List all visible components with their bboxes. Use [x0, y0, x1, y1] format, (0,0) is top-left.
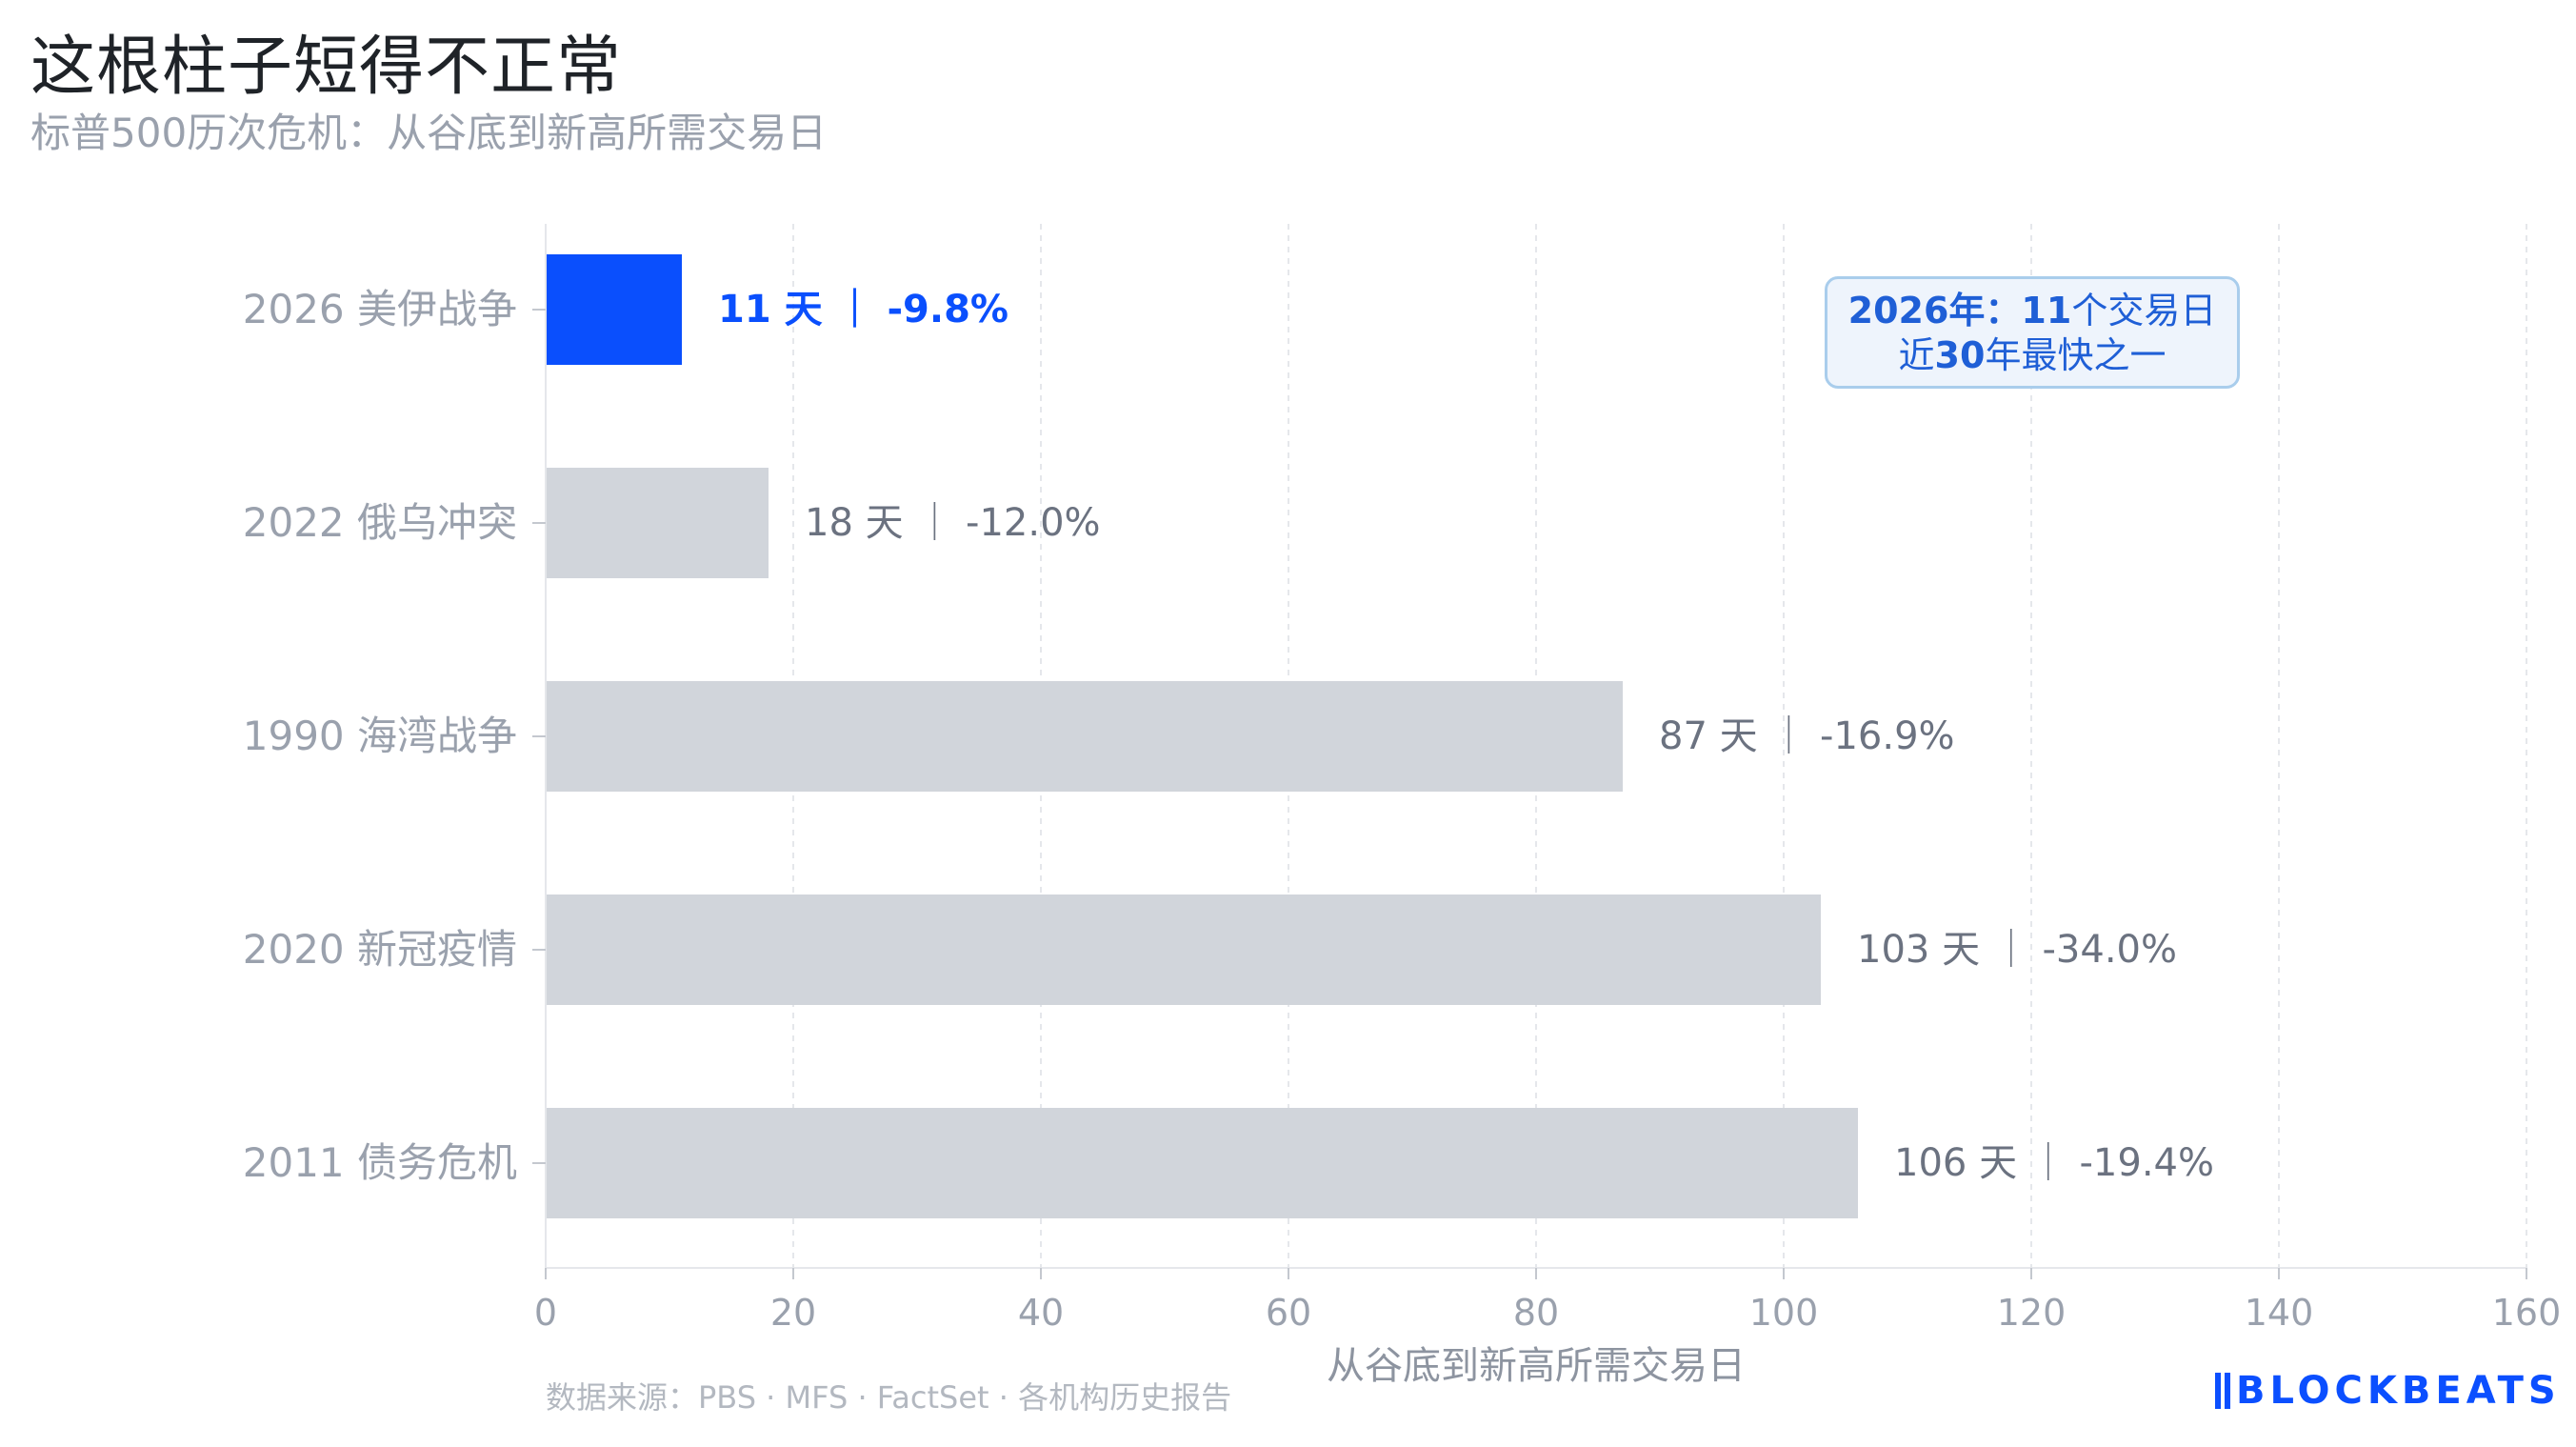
category-label: 1990 海湾战争: [243, 713, 517, 759]
chart-title: 这根柱子短得不正常: [30, 30, 623, 105]
x-tick-label: 160: [2492, 1292, 2562, 1334]
data-label: 103 天 ｜ -34.0%: [1857, 928, 2177, 972]
x-tick-label: 0: [534, 1292, 557, 1334]
callout-line-1: 2026年：11个交易日: [1847, 290, 2217, 332]
highlight-callout: 2026年：11个交易日 近30年最快之一: [1825, 276, 2240, 389]
x-tick-label: 60: [1266, 1292, 1311, 1334]
x-tick-label: 140: [2245, 1292, 2314, 1334]
x-axis-title: 从谷底到新高所需交易日: [1327, 1344, 1746, 1388]
bar: [546, 681, 1623, 792]
brand-bars-icon: [2215, 1373, 2230, 1409]
bar: [546, 894, 1821, 1005]
x-tick-label: 40: [1018, 1292, 1064, 1334]
category-label: 2026 美伊战争: [243, 286, 517, 332]
x-tick-label: 20: [770, 1292, 816, 1334]
chart-subtitle: 标普500历次危机：从谷底到新高所需交易日: [30, 110, 828, 156]
bar: [546, 254, 682, 365]
bar: [546, 1108, 1858, 1218]
data-label: 87 天 ｜ -16.9%: [1659, 714, 1955, 758]
x-tick-label: 100: [1749, 1292, 1819, 1334]
x-tick-label: 120: [1997, 1292, 2067, 1334]
bar: [546, 468, 769, 578]
callout-line-2: 近30年最快之一: [1898, 334, 2167, 376]
data-label: 106 天 ｜ -19.4%: [1894, 1141, 2214, 1185]
category-label: 2022 俄乌冲突: [243, 499, 517, 546]
brand-wordmark: BLOCKBEATS: [2236, 1369, 2561, 1413]
category-label: 2011 债务危机: [243, 1139, 517, 1186]
data-label: 11 天 ｜ -9.8%: [718, 288, 1008, 332]
data-label: 18 天 ｜ -12.0%: [805, 501, 1101, 545]
category-label: 2020 新冠疫情: [243, 926, 517, 973]
data-source-note: 数据来源：PBS · MFS · FactSet · 各机构历史报告: [546, 1379, 1232, 1416]
brand-logo: BLOCKBEATS: [2215, 1369, 2561, 1413]
x-tick-label: 80: [1513, 1292, 1559, 1334]
